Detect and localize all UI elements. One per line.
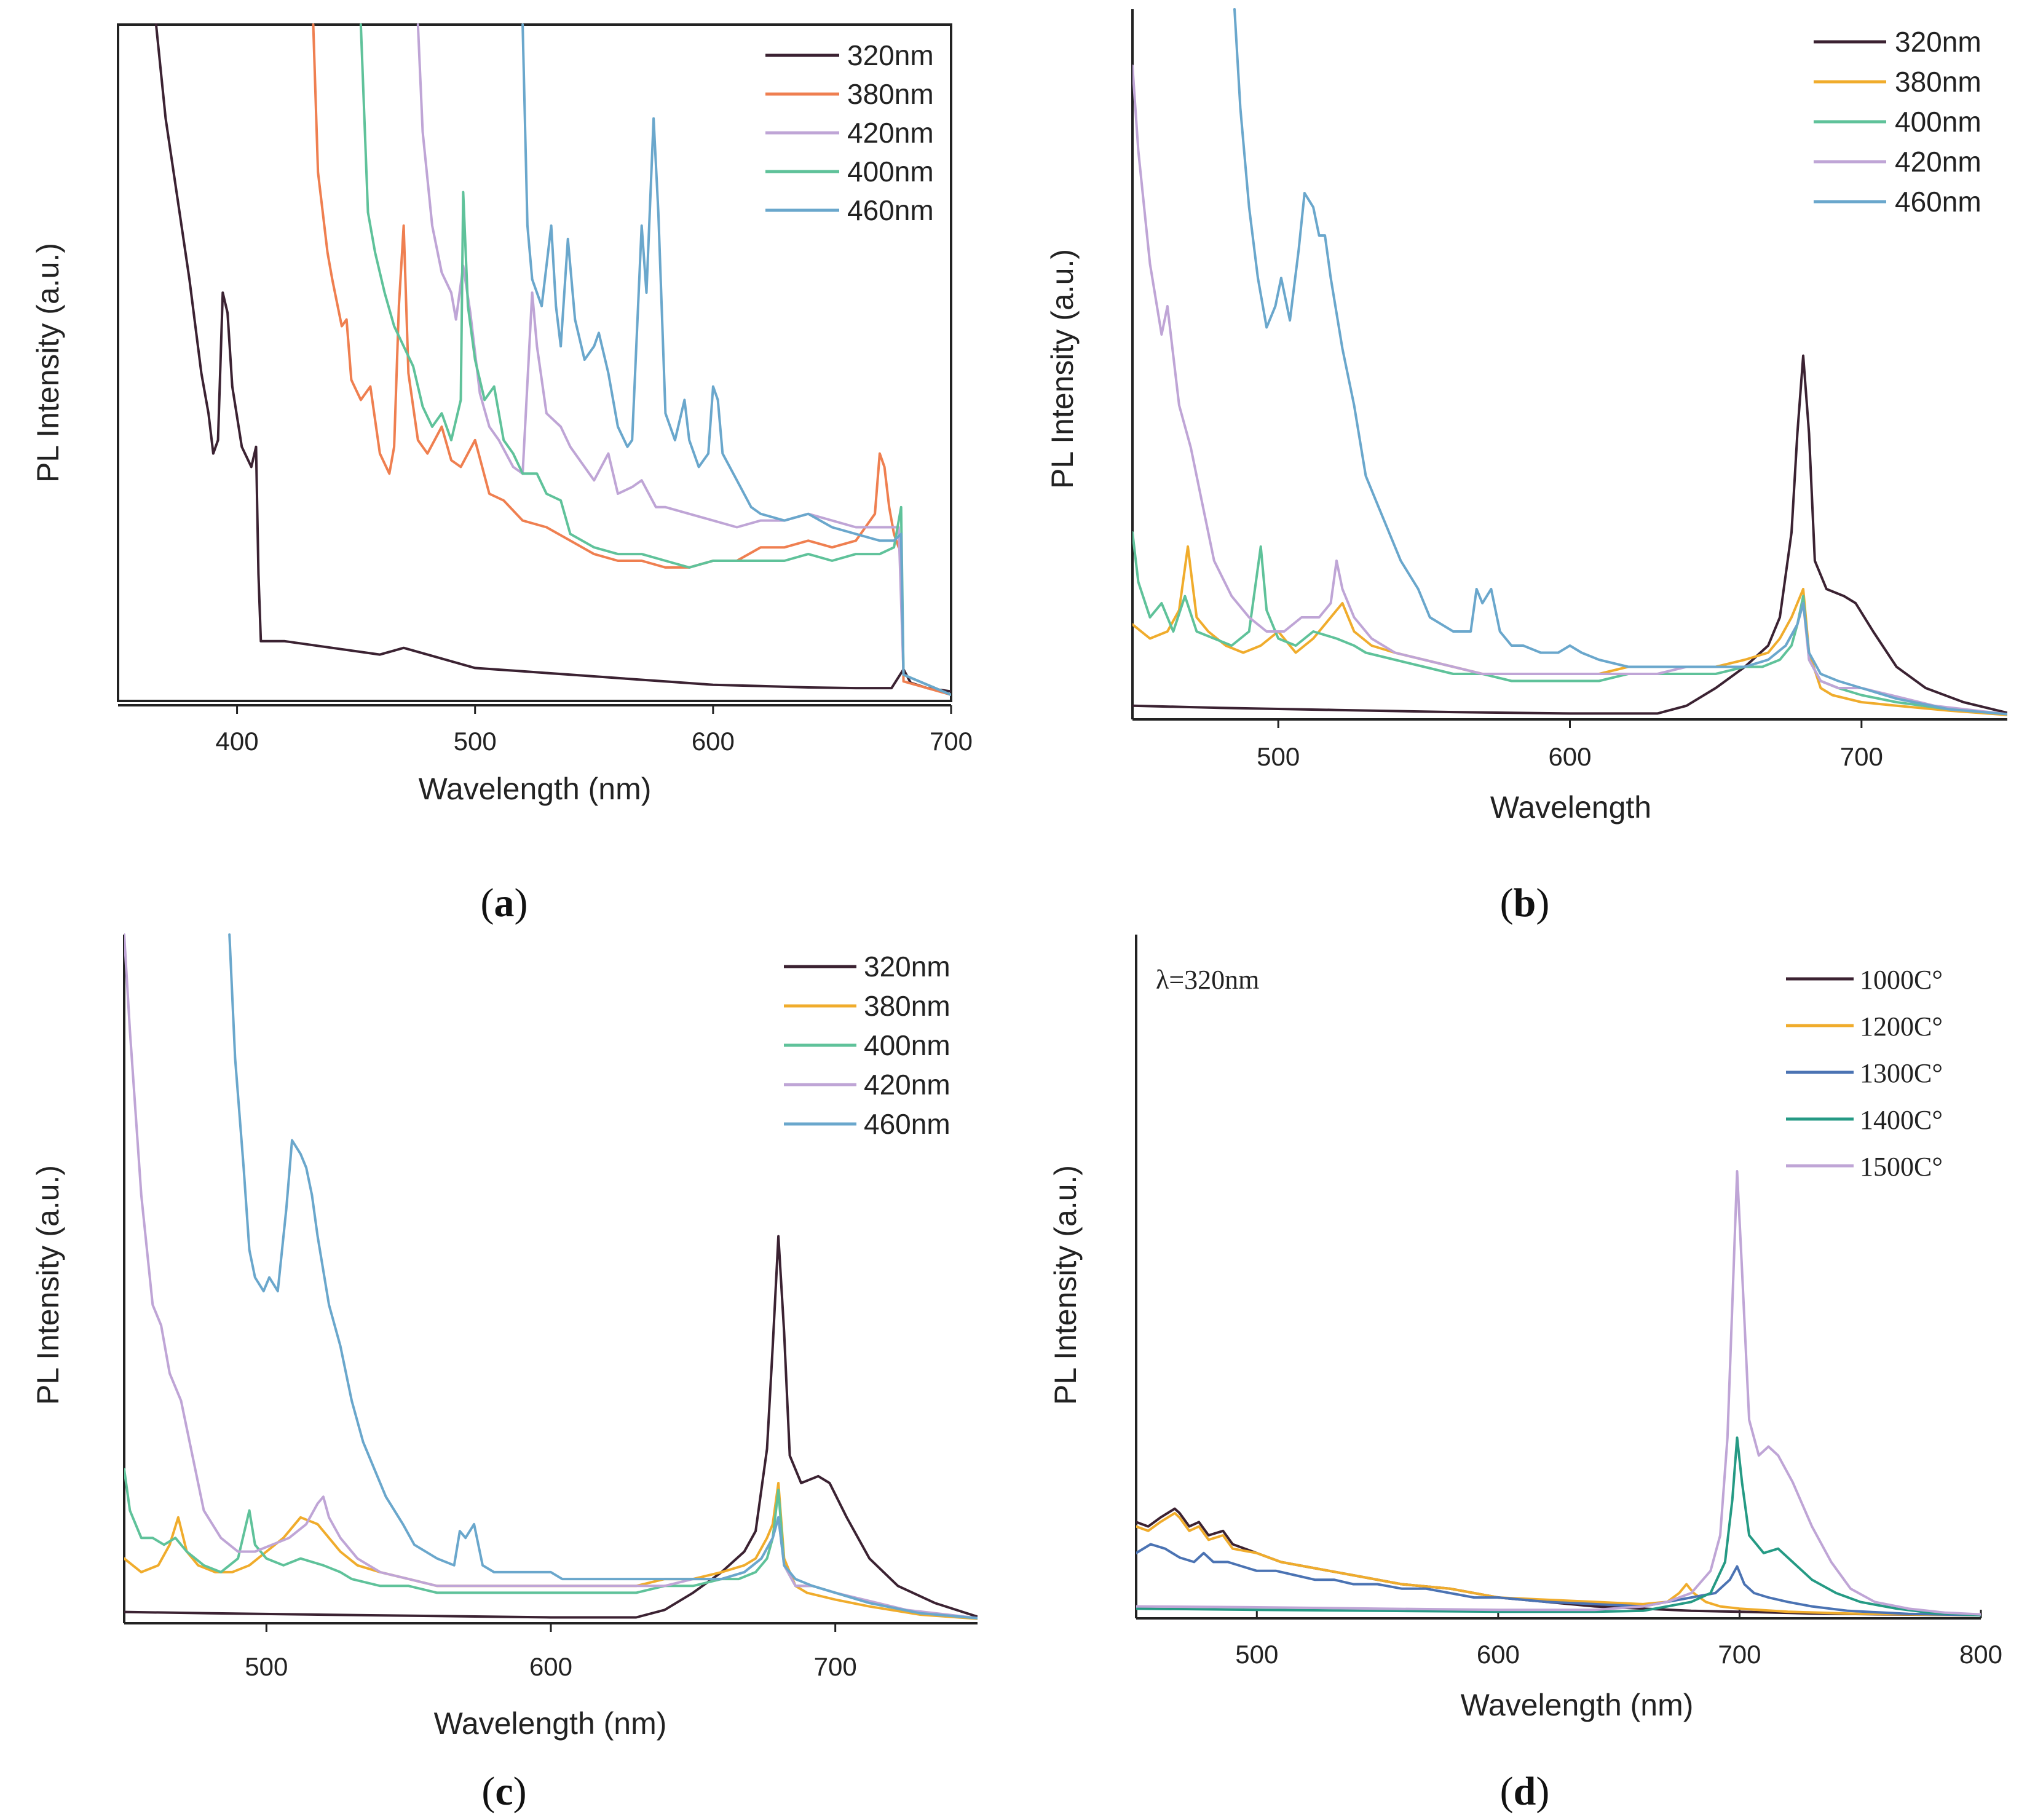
panel-b-plot-area <box>1132 8 2007 716</box>
panel-c-series-320nm <box>124 1235 978 1619</box>
panel-c-legend: 320nm 380nm 400nm 420nm 460nm <box>784 951 950 1140</box>
panel-b-tick-label: 600 <box>1548 742 1591 771</box>
panel-a-frame <box>117 23 952 702</box>
panel-c-tick-label: 600 <box>529 1652 572 1681</box>
panel-d-tick-label: 600 <box>1477 1640 1520 1669</box>
panel-c-caption: (c) <box>481 1769 526 1814</box>
panel-d-y-axis-label: PL Intensity (a.u.) <box>1048 1165 1083 1405</box>
legend-label: 380nm <box>1895 66 1981 98</box>
panel-d-plot-area <box>1136 1170 1981 1616</box>
legend-label: 460nm <box>864 1108 950 1140</box>
legend-label: 380nm <box>864 990 950 1022</box>
panel-c: 500 600 700 320nm 380nm 400nm 420nm 460nm Wave… <box>31 933 978 1814</box>
legend-label: 380nm <box>847 78 934 110</box>
panel-c-plot-area <box>124 933 978 1620</box>
panel-c-series-420nm <box>124 933 978 1620</box>
panel-d-legend: 1000C° 1200C° 1300C° 1400C° 1500C° <box>1786 965 1943 1182</box>
panel-a-tick-label: 600 <box>692 727 735 756</box>
panel-d-annotation: λ=320nm <box>1156 965 1259 995</box>
panel-c-tick-label: 700 <box>814 1652 857 1681</box>
panel-d-caption: (d) <box>1500 1769 1550 1814</box>
panel-b-y-axis-label: PL Intensity (a.u.) <box>1045 249 1080 489</box>
panel-c-x-axis-label: Wavelength (nm) <box>434 1706 667 1741</box>
legend-label: 1300C° <box>1860 1058 1943 1088</box>
panel-a-series-380nm <box>312 23 951 696</box>
panel-a-x-ticks: 400 500 600 700 <box>216 705 973 756</box>
panel-a-legend: 320nm 380nm 420nm 400nm 460nm <box>765 39 934 226</box>
panel-b-caption-letter: b <box>1514 880 1536 925</box>
panel-a-plot-area <box>154 23 951 696</box>
panel-b-tick-label: 500 <box>1257 742 1300 771</box>
legend-label: 1200C° <box>1860 1011 1943 1042</box>
legend-label: 460nm <box>847 194 934 226</box>
panel-b-x-ticks: 500 600 700 <box>1257 719 1883 771</box>
panel-a-tick-label: 400 <box>216 727 259 756</box>
panel-d: 500 600 700 800 1000C° 1200C° 1300C° 1400C° 150… <box>1048 935 2002 1814</box>
panel-b-legend: 320nm 380nm 400nm 420nm 460nm <box>1814 26 1981 218</box>
panel-d-caption-letter: d <box>1514 1769 1536 1814</box>
panel-b-tick-label: 700 <box>1840 742 1883 771</box>
legend-label: 420nm <box>864 1069 950 1101</box>
panel-d-tick-label: 700 <box>1718 1640 1761 1669</box>
panel-d-series-1400C <box>1136 1436 1981 1616</box>
panel-a-caption-letter: a <box>494 880 515 925</box>
panel-a-x-axis-label: Wavelength (nm) <box>419 772 652 806</box>
panel-c-tick-label: 500 <box>245 1652 288 1681</box>
legend-label: 1000C° <box>1860 965 1943 995</box>
legend-label: 320nm <box>864 951 950 983</box>
panel-b: 500 600 700 320nm 380nm 400nm 420nm 460nm Wave… <box>1045 8 2007 925</box>
legend-label: 1500C° <box>1860 1152 1943 1182</box>
panel-b-caption: (b) <box>1500 880 1550 925</box>
panel-d-series-1300C <box>1136 1543 1981 1616</box>
legend-label: 420nm <box>847 117 934 149</box>
legend-label: 400nm <box>1895 106 1981 138</box>
panel-d-tick-label: 800 <box>1959 1640 2002 1669</box>
panel-a-series-320nm <box>154 23 951 693</box>
panel-a-tick-label: 500 <box>454 727 497 756</box>
panel-d-series-1200C <box>1136 1511 1981 1616</box>
panel-b-series-400nm <box>1132 531 2007 716</box>
legend-label: 460nm <box>1895 186 1981 218</box>
panel-c-series-400nm <box>124 1468 978 1620</box>
panel-a-caption: (a) <box>481 880 528 925</box>
panel-c-x-ticks: 500 600 700 <box>245 1623 857 1681</box>
panel-b-series-460nm <box>1233 8 2007 716</box>
panel-a-y-axis-label: PL Intensity (a.u.) <box>31 243 65 483</box>
panel-d-series-1500C <box>1136 1170 1981 1616</box>
panel-a-series-460nm <box>521 23 951 696</box>
legend-label: 320nm <box>1895 26 1981 58</box>
legend-label: 320nm <box>847 39 934 71</box>
panel-d-tick-label: 500 <box>1235 1640 1278 1669</box>
legend-label: 400nm <box>847 156 934 188</box>
panel-a: 400 500 600 700 320nm 380nm 420nm 400nm 460nm W… <box>31 23 973 925</box>
panel-d-x-ticks: 500 600 700 800 <box>1235 1610 2002 1669</box>
panel-d-x-axis-label: Wavelength (nm) <box>1461 1688 1694 1722</box>
panel-c-caption-letter: c <box>495 1769 513 1814</box>
panel-c-series-460nm <box>228 933 978 1620</box>
legend-label: 400nm <box>864 1029 950 1061</box>
panel-b-x-axis-label: Wavelength <box>1490 790 1651 825</box>
legend-label: 420nm <box>1895 146 1981 178</box>
panel-a-series-400nm <box>359 23 951 696</box>
panel-b-series-320nm <box>1132 354 2007 715</box>
legend-label: 1400C° <box>1860 1105 1943 1135</box>
panel-c-y-axis-label: PL Intensity (a.u.) <box>31 1165 65 1405</box>
panel-a-tick-label: 700 <box>930 727 973 756</box>
